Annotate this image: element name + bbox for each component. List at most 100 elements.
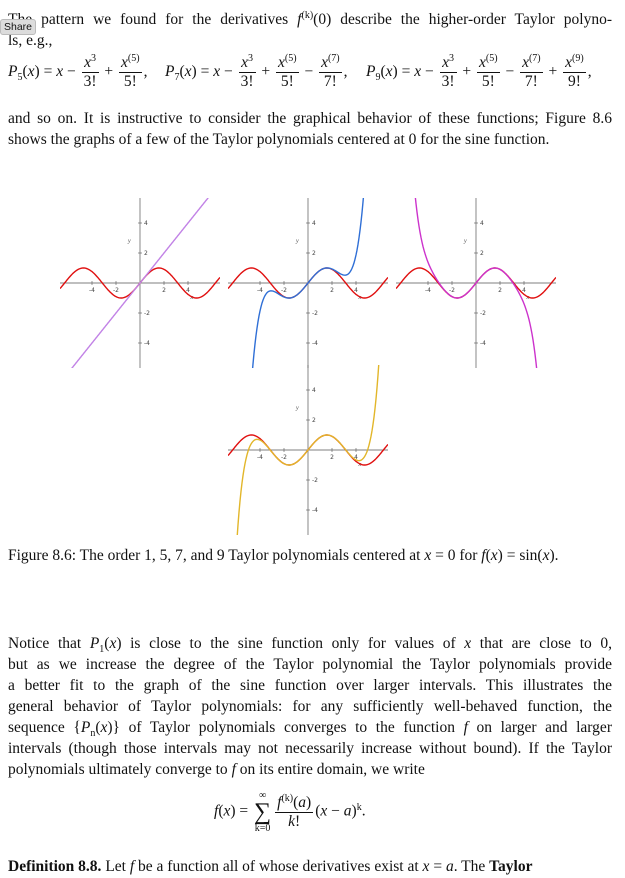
text-line: intervals (though those intervals may no… bbox=[8, 738, 612, 759]
text: polynomials ultimately converge to bbox=[8, 761, 232, 778]
y-axis-label: y bbox=[127, 239, 131, 245]
math: f bbox=[481, 547, 485, 564]
superscript: 3 bbox=[448, 52, 454, 64]
text: ) = bbox=[34, 63, 57, 81]
curve bbox=[71, 198, 209, 368]
math-symbol: f bbox=[481, 547, 486, 564]
math: P1 bbox=[90, 635, 104, 655]
math: P5 bbox=[8, 63, 22, 83]
math: x3 bbox=[241, 53, 253, 71]
y-tick-label: -2 bbox=[144, 310, 150, 317]
y-tick-label: 4 bbox=[312, 387, 316, 394]
fraction: x(5) 5! bbox=[276, 52, 299, 91]
text: − bbox=[327, 802, 344, 820]
math: x bbox=[213, 63, 220, 80]
math-symbol: P bbox=[165, 63, 175, 81]
text: a better fit to the graph of the sine fu… bbox=[8, 677, 612, 694]
text: 3! bbox=[83, 73, 97, 90]
numerator: f(k)(a) bbox=[275, 793, 314, 813]
math: x bbox=[543, 547, 550, 564]
numerator: x3 bbox=[81, 52, 99, 73]
x-tick-label: 2 bbox=[330, 287, 334, 294]
numerator: x(7) bbox=[520, 53, 543, 73]
share-button[interactable]: Share bbox=[0, 19, 37, 35]
subscript: 9 bbox=[375, 72, 381, 84]
text: . bbox=[361, 802, 366, 820]
numerator: x(9) bbox=[563, 53, 586, 73]
text: ( bbox=[104, 635, 110, 652]
math-symbol: x bbox=[321, 54, 328, 71]
formula: P9(x) = x − x3 3! + x(5) 5! − x(7) 7! + x(9… bbox=[366, 52, 592, 91]
text: shows the graphs of a few of the Taylor … bbox=[8, 131, 550, 148]
bold-text: Taylor bbox=[489, 858, 533, 875]
x-tick-label: -4 bbox=[425, 287, 431, 294]
text: sequence { bbox=[8, 719, 81, 736]
text-line: general behavior of Taylor polynomials: … bbox=[8, 696, 612, 717]
curves bbox=[60, 198, 220, 368]
bold-text: Definition 8.8. bbox=[8, 858, 102, 875]
text-line: Figure 8.6: The order 1, 5, 7, and 9 Tay… bbox=[8, 545, 612, 566]
text: be a function all of whose derivatives e… bbox=[134, 858, 423, 875]
y-axis-label: y bbox=[295, 406, 299, 412]
numerator: x3 bbox=[439, 52, 457, 73]
x-tick-label: 2 bbox=[498, 287, 502, 294]
superscript: (5) bbox=[284, 52, 297, 64]
text: 3! bbox=[240, 73, 254, 90]
denominator: 3! bbox=[440, 73, 457, 91]
math: a bbox=[298, 794, 306, 811]
figure: -4-4-2-22244xy-4-4-2-22244xy-4-4-2-22244… bbox=[60, 198, 556, 535]
y-tick-label: -4 bbox=[144, 340, 150, 347]
text: + bbox=[100, 63, 117, 81]
summation: ∞ ∑ k=0 bbox=[254, 790, 271, 834]
superscript: (k) bbox=[301, 9, 314, 21]
formula: P7(x) = x − x3 3! + x(5) 5! − x(7) 7!, bbox=[165, 52, 348, 91]
fraction: x3 3! bbox=[238, 53, 256, 91]
math-symbol: x bbox=[422, 858, 430, 875]
math: P9 bbox=[366, 63, 381, 84]
denominator: 7! bbox=[319, 73, 342, 91]
denominator: 3! bbox=[239, 73, 256, 91]
math-symbol: f bbox=[277, 793, 282, 811]
text: ( bbox=[179, 63, 185, 81]
math-symbol: x bbox=[522, 54, 529, 71]
math: x(7) bbox=[522, 53, 541, 71]
math-symbol: x bbox=[109, 635, 117, 652]
text-line: Definition 8.8. Let f be a function all … bbox=[8, 856, 612, 877]
fraction: x(9) 9! bbox=[563, 53, 586, 91]
text: The pattern we found for the derivatives bbox=[8, 11, 298, 28]
y-tick-label: -2 bbox=[480, 310, 486, 317]
denominator: 9! bbox=[563, 73, 586, 91]
superscript: 3 bbox=[90, 52, 96, 64]
formula: P5(x) = x − x3 3! + x(5) 5!, bbox=[8, 52, 147, 91]
math: P7 bbox=[165, 63, 179, 83]
text: 3! bbox=[441, 73, 455, 90]
figure-caption: Figure 8.6: The order 1, 5, 7, and 9 Tay… bbox=[8, 545, 612, 566]
math-symbol: f bbox=[129, 858, 135, 875]
x-tick-label: -4 bbox=[257, 287, 263, 294]
math: Pn bbox=[81, 719, 96, 740]
math: a bbox=[446, 858, 454, 875]
fraction: x(7) 7! bbox=[520, 53, 543, 91]
denominator: 5! bbox=[119, 73, 142, 91]
denominator: 5! bbox=[276, 73, 299, 91]
math: Definition 8.8. bbox=[8, 858, 101, 875]
text: ( bbox=[22, 63, 28, 81]
text: ) = bbox=[392, 63, 415, 81]
math-symbol: x bbox=[184, 63, 192, 81]
text: on its entire domain, we write bbox=[235, 761, 425, 778]
text: ( bbox=[485, 547, 491, 564]
text: ) bbox=[351, 802, 357, 820]
text: − bbox=[220, 63, 237, 81]
numerator: x(5) bbox=[276, 52, 299, 73]
subscript: n bbox=[90, 728, 96, 740]
x-tick-label: -4 bbox=[257, 454, 263, 461]
x-axis-label: x bbox=[189, 295, 193, 301]
sum-lower: k=0 bbox=[254, 823, 271, 834]
curves bbox=[228, 198, 388, 368]
math: x bbox=[101, 719, 108, 736]
numerator: x(5) bbox=[477, 53, 500, 73]
math-symbol: a bbox=[298, 793, 307, 811]
math-symbol: f bbox=[214, 802, 219, 820]
